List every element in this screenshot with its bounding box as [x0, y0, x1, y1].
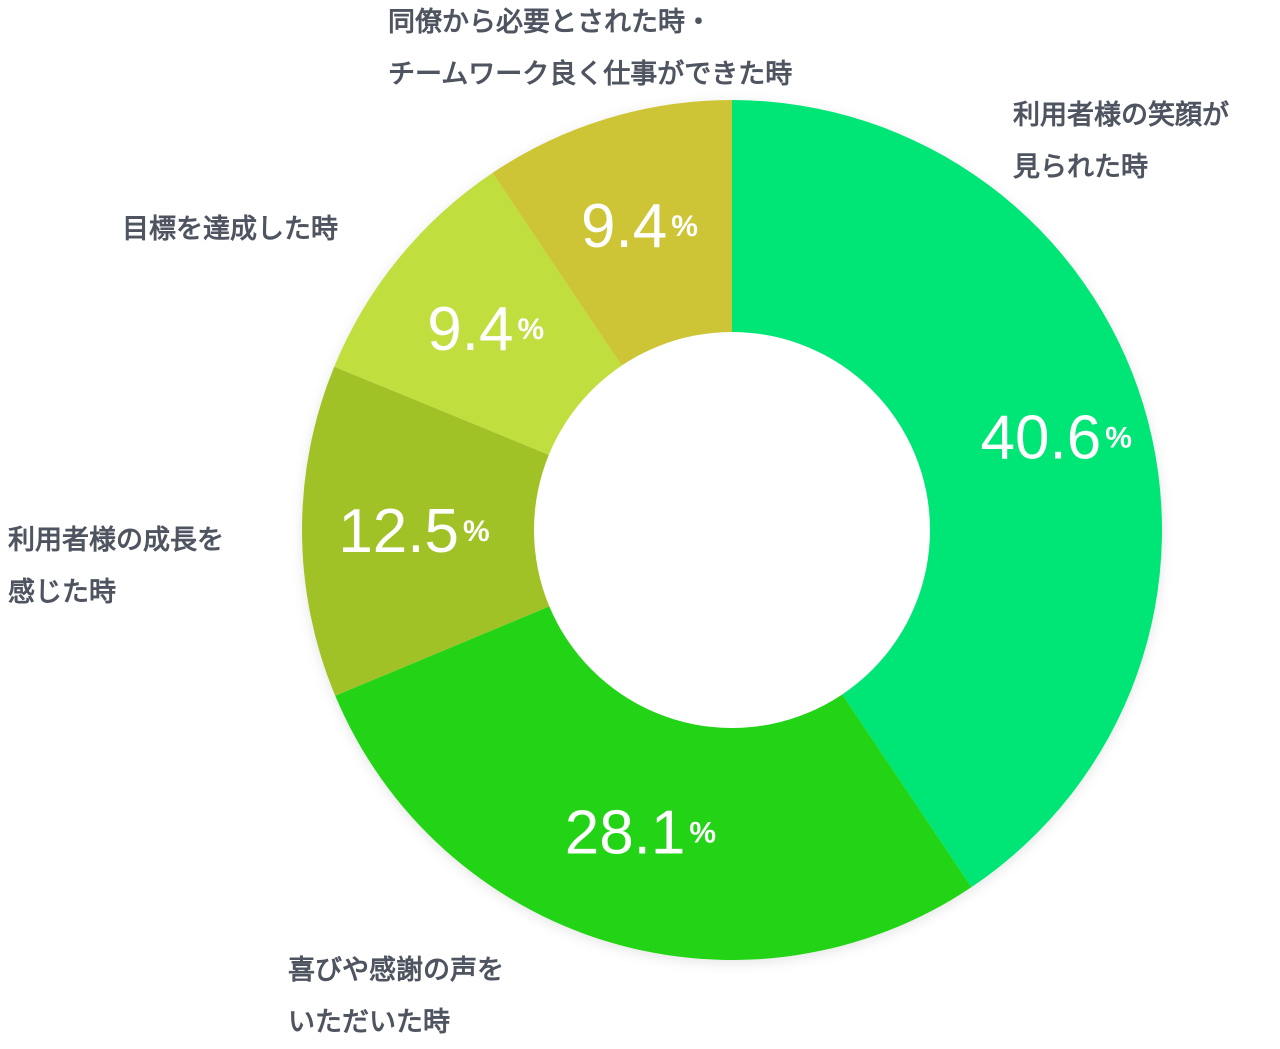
value-label-growth: 12.5%	[338, 496, 489, 565]
category-label-teamwork: 同僚から必要とされた時・ チームワーク良く仕事ができた時	[388, 7, 793, 90]
category-label-gratitude: 喜びや感謝の声を いただいた時	[288, 955, 504, 1038]
value-label-teamwork: 9.4%	[581, 191, 698, 260]
slice-smiles	[732, 100, 1162, 888]
slice-gratitude	[335, 530, 972, 960]
value-label-smiles: 40.6%	[981, 403, 1132, 472]
category-label-growth: 利用者様の成長を 感じた時	[8, 525, 224, 608]
slice-growth	[302, 366, 732, 696]
category-label-goal: 目標を達成した時	[122, 214, 338, 245]
value-label-gratitude: 28.1%	[565, 798, 716, 867]
donut-hole	[534, 332, 930, 728]
category-label-smiles: 利用者様の笑顔が 見られた時	[1013, 100, 1229, 183]
value-label-goal: 9.4%	[427, 294, 544, 363]
